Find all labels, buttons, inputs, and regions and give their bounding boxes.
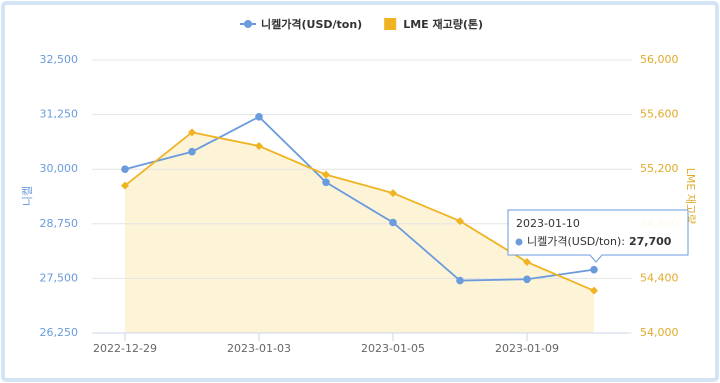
legend-label: LME 재고량(톤) (403, 17, 483, 31)
y-tick-label: 30,000 (40, 162, 79, 175)
x-tick-label: 2022-12-29 (93, 342, 157, 355)
tooltip-title: 2023-01-10 (516, 217, 580, 230)
y2-tick-label: 55,200 (640, 162, 679, 175)
y-tick-label: 28,750 (40, 217, 79, 230)
x-tick-label: 2023-01-09 (495, 342, 559, 355)
y-tick-label: 27,500 (40, 271, 79, 284)
y-axis-label: 니켈 (21, 186, 34, 206)
y2-tick-label: 55,600 (640, 108, 679, 121)
point (590, 286, 598, 295)
point (255, 112, 263, 121)
y2-tick-label: 54,400 (640, 271, 679, 284)
y-tick-label: 26,250 (40, 326, 79, 339)
tooltip-series: 니켈가격(USD/ton): (527, 235, 625, 248)
tooltip-box (507, 209, 689, 263)
point (255, 141, 263, 150)
x-tick-label: 2023-01-05 (361, 342, 425, 355)
point (456, 217, 464, 226)
tooltip-marker (515, 238, 523, 246)
point (523, 275, 531, 284)
point (121, 165, 129, 173)
y-tick-label: 32,500 (40, 53, 79, 66)
area (125, 132, 594, 333)
y-tick-label: 31,250 (40, 108, 79, 121)
series-line (124, 115, 595, 282)
point (456, 276, 464, 285)
legend-marker (244, 20, 252, 28)
point (188, 147, 196, 156)
point (523, 258, 531, 267)
y2-tick-label: 54,000 (640, 326, 679, 339)
point (121, 181, 129, 190)
point (322, 178, 330, 187)
legend-label: 니켈가격(USD/ton) (261, 17, 362, 31)
point (389, 218, 397, 227)
point (188, 128, 196, 137)
point (389, 189, 397, 198)
point (590, 265, 598, 274)
point (322, 170, 330, 179)
y2-tick-label: 56,000 (640, 53, 679, 66)
tooltip-value: 27,700 (629, 235, 672, 248)
x-tick-label: 2023-01-03 (227, 342, 291, 355)
legend-marker (384, 18, 397, 30)
